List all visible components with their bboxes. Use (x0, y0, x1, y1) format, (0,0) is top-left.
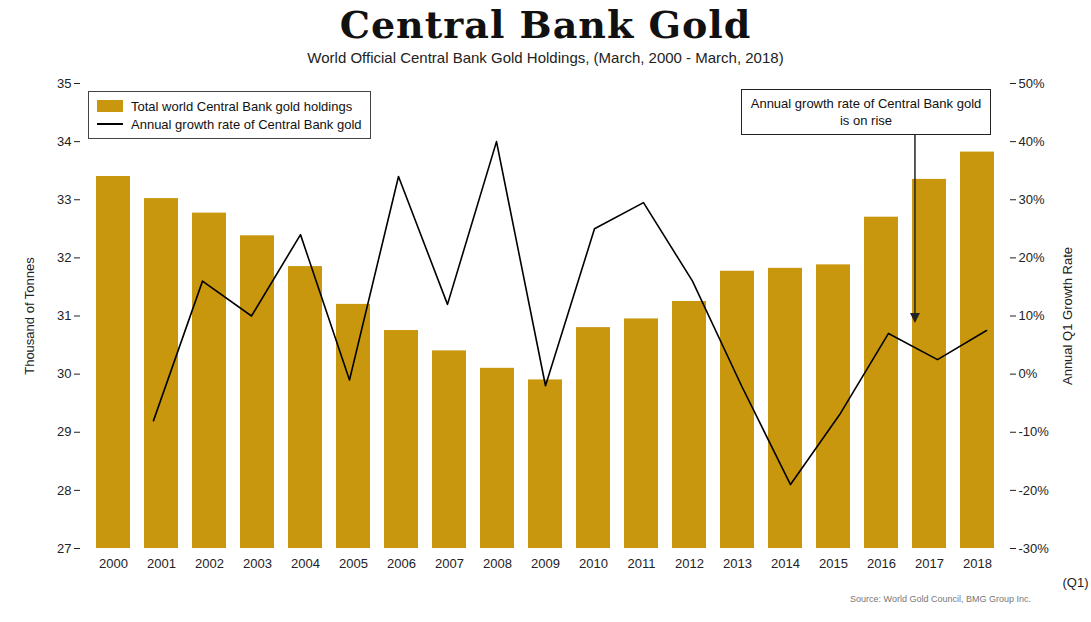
svg-text:2001: 2001 (147, 556, 176, 571)
svg-text:2006: 2006 (387, 556, 416, 571)
html-text:Annual growth rate of Central: Annual growth rate of Central Bank gold (131, 116, 362, 132)
svg-text:31: 31 (57, 308, 71, 323)
svg-text:2015: 2015 (819, 556, 848, 571)
html-text:Central Bank Gold: Central Bank Gold (339, 2, 752, 47)
svg-text:Annual Q1 Growth Rate: Annual Q1 Growth Rate (1060, 247, 1075, 385)
svg-text:27: 27 (57, 541, 71, 556)
html-text:Source: World Gold Council, BM: Source: World Gold Council, BMG Group In… (850, 594, 1031, 604)
svg-text:10%: 10% (1019, 308, 1045, 323)
svg-text:2009: 2009 (531, 556, 560, 571)
svg-text:-20%: -20% (1019, 483, 1050, 498)
svg-text:0%: 0% (1019, 366, 1038, 381)
svg-text:30%: 30% (1019, 192, 1045, 207)
svg-text:2004: 2004 (291, 556, 320, 571)
svg-text:28: 28 (57, 483, 71, 498)
svg-text:2003: 2003 (243, 556, 272, 571)
svg-text:30: 30 (57, 366, 71, 381)
svg-text:33: 33 (57, 192, 71, 207)
svg-text:-10%: -10% (1019, 424, 1050, 439)
svg-text:2007: 2007 (435, 556, 464, 571)
svg-text:2018: 2018 (963, 556, 992, 571)
svg-text:35: 35 (57, 76, 71, 91)
svg-text:2012: 2012 (675, 556, 704, 571)
svg-text:2002: 2002 (195, 556, 224, 571)
svg-text:-30%: -30% (1019, 541, 1050, 556)
svg-text:2013: 2013 (723, 556, 752, 571)
svg-text:Thousand of Tonnes: Thousand of Tonnes (22, 257, 37, 375)
html-text:Total world Central Bank gold: Total world Central Bank gold holdings (131, 98, 353, 114)
svg-text:2005: 2005 (339, 556, 368, 571)
svg-text:32: 32 (57, 250, 71, 265)
svg-text:2014: 2014 (771, 556, 800, 571)
svg-text:50%: 50% (1019, 76, 1045, 91)
html-text:World Official Central Bank Go: World Official Central Bank Gold Holding… (307, 49, 784, 66)
svg-text:2011: 2011 (628, 556, 656, 571)
svg-text:2000: 2000 (99, 556, 128, 571)
svg-text:2016: 2016 (867, 556, 896, 571)
svg-text:2008: 2008 (483, 556, 512, 571)
svg-text:(Q1): (Q1) (1063, 575, 1089, 590)
svg-text:20%: 20% (1019, 250, 1045, 265)
svg-text:29: 29 (57, 424, 71, 439)
html-text:Annual growth rate of Central: Annual growth rate of Central Bank gold … (750, 96, 982, 128)
svg-text:40%: 40% (1019, 134, 1045, 149)
svg-text:34: 34 (57, 134, 71, 149)
svg-text:2017: 2017 (915, 556, 944, 571)
svg-text:2010: 2010 (579, 556, 608, 571)
